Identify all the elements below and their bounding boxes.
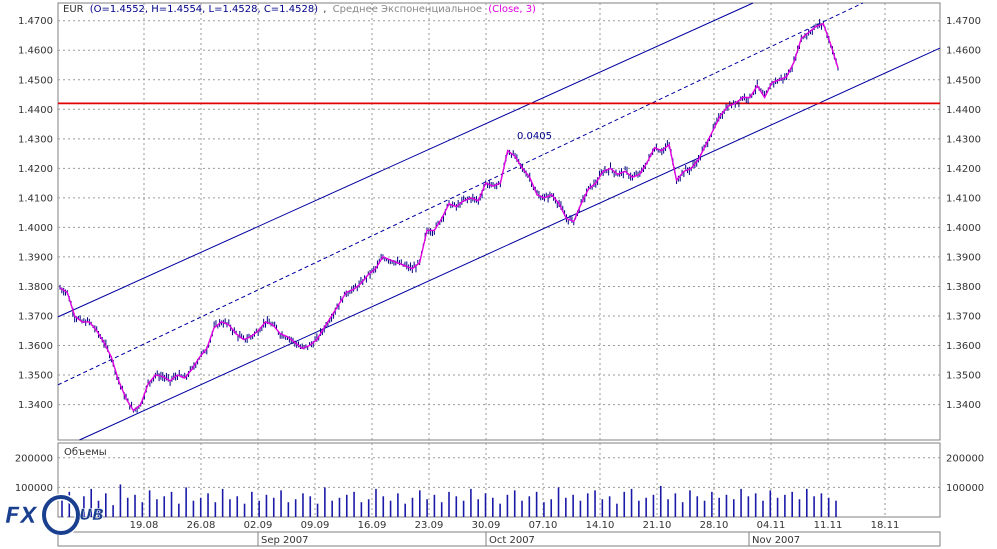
y-tick-label: 1.3500 <box>18 371 53 382</box>
x-tick-label: 19.08 <box>130 520 159 531</box>
y-tick-label: 1.4600 <box>18 46 53 57</box>
channel-middle-line <box>57 2 864 386</box>
y-tick-label: 1.4300 <box>946 134 981 145</box>
month-label: Nov 2007 <box>752 535 800 546</box>
y-tick-label: 1.4400 <box>18 105 53 116</box>
volume-panel-title: Объемы <box>64 447 107 458</box>
y-tick-label: 1.3800 <box>18 282 53 293</box>
y-tick-label: 1.4200 <box>18 164 53 175</box>
fxclub-logo: FX UB L <box>5 493 104 535</box>
y-tick-label: 1.4700 <box>946 16 981 27</box>
x-tick-label: 21.10 <box>643 520 672 531</box>
logo-text: FX <box>5 504 38 529</box>
month-strip <box>57 531 941 547</box>
indicator-params: (Close, 3) <box>488 4 536 15</box>
x-axis: 19.08 26.08 02.09 09.09 16.09 23.09 30.09 07.10… <box>130 520 900 531</box>
ohlc-label: (O=1.4552, H=1.4554, L=1.4528, C=1.4528) <box>90 4 318 15</box>
y-tick-label: 1.3600 <box>18 341 53 352</box>
y-tick-label: 1.3900 <box>946 252 981 263</box>
volume-axis: 200000 200000 100000 100000 <box>15 453 984 494</box>
volume-tick-label: 100000 <box>946 483 984 494</box>
y-tick-label: 1.4100 <box>18 193 53 204</box>
month-label: Sep 2007 <box>261 535 308 546</box>
chart-header: EUR (O=1.4552, H=1.4554, L=1.4528, C=1.4… <box>63 4 536 15</box>
header-separator: , <box>323 4 326 15</box>
month-axis: Sep 2007 Oct 2007 Nov 2007 <box>257 532 800 546</box>
y-tick-label: 1.4000 <box>946 223 981 234</box>
y-tick-label: 1.3500 <box>946 371 981 382</box>
y-tick-label: 1.3400 <box>946 400 981 411</box>
y-tick-label: 1.4700 <box>18 16 53 27</box>
x-tick-label: 02.09 <box>244 520 273 531</box>
channel-label: 0.0405 <box>517 131 552 142</box>
y-tick-label: 1.3600 <box>946 341 981 352</box>
volume-plot-area[interactable] <box>57 442 941 518</box>
svg-text:UB: UB <box>79 505 104 524</box>
x-tick-label: 11.11 <box>814 520 843 531</box>
x-tick-label: 04.11 <box>757 520 786 531</box>
price-plot-area[interactable] <box>57 2 941 441</box>
x-tick-label: 26.08 <box>187 520 216 531</box>
y-tick-label: 1.3900 <box>18 252 53 263</box>
channel-lower-line <box>79 47 941 441</box>
x-tick-label: 30.09 <box>472 520 501 531</box>
volume-tick-label: 200000 <box>946 453 984 464</box>
x-tick-label: 18.11 <box>871 520 900 531</box>
x-tick-label: 09.09 <box>301 520 330 531</box>
x-tick-label: 28.10 <box>700 520 729 531</box>
y-tick-label: 1.3700 <box>18 311 53 322</box>
price-grid <box>58 3 940 440</box>
y-axis-left: 1.3400 1.3500 1.3600 1.3700 1.3800 1.3900 1.40… <box>18 16 53 411</box>
x-tick-label: 07.10 <box>529 520 558 531</box>
y-tick-label: 1.4400 <box>946 105 981 116</box>
channel-upper-line <box>57 2 754 318</box>
y-tick-label: 1.4500 <box>18 75 53 86</box>
y-tick-label: 1.3700 <box>946 311 981 322</box>
volume-tick-label: 100000 <box>15 483 53 494</box>
volume-bars <box>61 484 837 517</box>
x-tick-label: 14.10 <box>586 520 615 531</box>
y-tick-label: 1.4000 <box>18 223 53 234</box>
regression-channel <box>57 2 941 441</box>
svg-text:L: L <box>63 505 73 524</box>
ema-line <box>59 22 839 412</box>
indicator-name: Среднее Экспоненциальное <box>333 4 482 15</box>
y-axis-right: 1.3400 1.3500 1.3600 1.3700 1.3800 1.3900 1.40… <box>946 16 981 411</box>
y-tick-label: 1.3800 <box>946 282 981 293</box>
x-tick-label: 23.09 <box>415 520 444 531</box>
y-tick-label: 1.4300 <box>18 134 53 145</box>
y-tick-label: 1.4500 <box>946 75 981 86</box>
month-label: Oct 2007 <box>489 535 535 546</box>
y-tick-label: 1.4600 <box>946 46 981 57</box>
y-tick-label: 1.4200 <box>946 164 981 175</box>
y-tick-label: 1.3400 <box>18 400 53 411</box>
y-tick-label: 1.4100 <box>946 193 981 204</box>
volume-tick-label: 200000 <box>15 453 53 464</box>
symbol-label: EUR <box>63 4 84 15</box>
x-tick-label: 16.09 <box>358 520 387 531</box>
